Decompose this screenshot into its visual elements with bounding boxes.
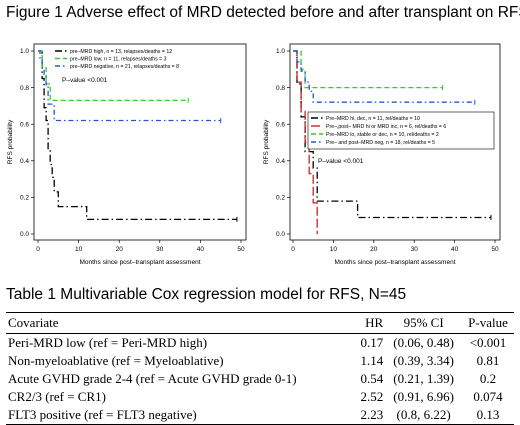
cell-covariate: Peri-MRD low (ref = Peri-MRD high) xyxy=(8,335,208,350)
y-tick-label: 1.0 xyxy=(20,48,29,55)
y-tick-label: 0.2 xyxy=(20,195,29,202)
legend-entry: pre–MRD high, n = 13, relapses/deaths = … xyxy=(70,49,172,55)
header-covariate: Covariate xyxy=(6,312,354,334)
y-tick-label: 1.0 xyxy=(276,48,285,55)
plot-frame xyxy=(33,43,247,241)
km-series-line xyxy=(38,50,189,102)
x-tick-label: 50 xyxy=(237,246,245,253)
x-tick-label: 30 xyxy=(156,246,164,253)
km-chart-pre-mrd: 0 10 20 30 40 50 0.0 0.2 0.4 0.6 0.8 1.0 Months sinc… xyxy=(7,43,247,266)
cell-pvalue: 0.81 xyxy=(476,353,500,368)
legend-entry: pre–MRD low, n = 11, relapses/deaths = 3 xyxy=(70,57,167,63)
cell-ci: (0.21, 1.39) xyxy=(393,371,454,386)
km-series-line xyxy=(38,50,237,221)
x-tick-label: 0 xyxy=(36,246,40,253)
x-tick-label: 30 xyxy=(411,246,419,253)
cell-pvalue: <0.001 xyxy=(469,335,507,350)
y-tick-label: 0.0 xyxy=(276,231,285,238)
x-tick-label: 40 xyxy=(197,246,205,253)
cell-covariate: Acute GVHD grade 2-4 (ref = Acute GVHD g… xyxy=(8,371,297,386)
cell-pvalue: 0.13 xyxy=(462,406,514,425)
cell-pvalue: 0.2 xyxy=(479,371,497,386)
table-row: Acute GVHD grade 2-4 (ref = Acute GVHD g… xyxy=(6,370,514,388)
cell-covariate: CR2/3 (ref = CR1) xyxy=(8,389,106,404)
cell-pvalue: 0.074 xyxy=(473,389,503,404)
cell-ci: (0.91, 6.96) xyxy=(393,389,454,404)
km-series-line xyxy=(293,50,443,89)
header-ci: 95% CI xyxy=(385,312,463,334)
legend-entry: pre–MRD negative, n = 21, relapses/death… xyxy=(70,64,179,70)
y-tick-label: 0.4 xyxy=(20,158,29,165)
x-tick-label: 10 xyxy=(330,246,338,253)
cell-ci: (0.39, 3.34) xyxy=(393,353,454,368)
y-tick-label: 0.6 xyxy=(20,121,29,128)
table-row: Peri-MRD low (ref = Peri-MRD high) 0.17 … xyxy=(6,334,514,353)
legend-entry: Pre–,post– MRD hi or MRD inc, n = 6, rel… xyxy=(326,124,446,130)
y-tick-label: 0.8 xyxy=(276,85,285,92)
figure-title: Figure 1 Adverse effect of MRD detected … xyxy=(6,4,520,21)
y-tick-label: 0.4 xyxy=(276,158,285,165)
p-value-annotation: P–value <0.001 xyxy=(62,77,108,84)
cell-ci: (0.06, 0.48) xyxy=(393,335,454,350)
table-row: Non-myeloablative (ref = Myeloablative) … xyxy=(6,352,514,370)
table-title: Table 1 Multivariable Cox regression mod… xyxy=(6,286,407,303)
plot-frame xyxy=(289,43,501,241)
cell-hr: 0.17 xyxy=(360,335,384,350)
cell-hr: 1.14 xyxy=(360,353,384,368)
x-tick-label: 10 xyxy=(75,246,83,253)
y-tick-label: 0.0 xyxy=(20,231,29,238)
p-value-annotation: P–value <0.001 xyxy=(318,158,364,165)
cell-hr: 2.23 xyxy=(353,406,386,425)
cox-regression-table: Covariate HR 95% CI P-value Peri-MRD low… xyxy=(6,312,514,425)
y-axis-label: RFS probability xyxy=(7,119,14,164)
table-row: CR2/3 (ref = CR1) 2.52 (0.91, 6.96) 0.07… xyxy=(6,388,514,406)
y-axis-label: RFS probability xyxy=(263,119,270,164)
cell-hr: 0.54 xyxy=(360,371,384,386)
x-axis-label: Months since post–transplant assessment xyxy=(79,259,200,266)
header-pvalue: P-value xyxy=(462,312,514,334)
cell-covariate: Non-myeloablative (ref = Myeloablative) xyxy=(8,353,224,368)
table-header-row: Covariate HR 95% CI P-value xyxy=(6,312,514,334)
x-tick-label: 20 xyxy=(370,246,378,253)
km-chart-pre-post-mrd: 0 10 20 30 40 50 0.0 0.2 0.4 0.6 0.8 1.0 Months sinc… xyxy=(263,43,501,266)
legend-entry: Pre– and post–MRD neg, n = 18, rel/death… xyxy=(326,140,435,146)
cell-hr: 2.52 xyxy=(360,389,384,404)
x-tick-label: 40 xyxy=(451,246,459,253)
x-tick-label: 20 xyxy=(116,246,124,253)
legend-box xyxy=(307,111,495,150)
legend-entry: Pre–MRD hi, dec, n = 11, rel/deaths = 10 xyxy=(326,116,420,122)
km-series-line xyxy=(293,50,318,234)
legend-entry: Pre–MRD lo, stable or dec, n = 10, rel/d… xyxy=(326,132,439,138)
cell-ci: (0.8, 6.22) xyxy=(385,406,463,425)
table-row: FLT3 positive (ref = FLT3 negative) 2.23… xyxy=(6,406,514,425)
y-tick-label: 0.2 xyxy=(276,195,285,202)
cell-covariate: FLT3 positive (ref = FLT3 negative) xyxy=(6,406,354,425)
y-tick-label: 0.6 xyxy=(276,121,285,128)
x-tick-label: 50 xyxy=(491,246,499,253)
y-tick-label: 0.8 xyxy=(20,85,29,92)
x-tick-label: 0 xyxy=(291,246,295,253)
x-axis-label: Months since post–transplant assessment xyxy=(334,259,455,266)
km-series-line xyxy=(293,50,475,103)
header-hr: HR xyxy=(353,312,386,334)
